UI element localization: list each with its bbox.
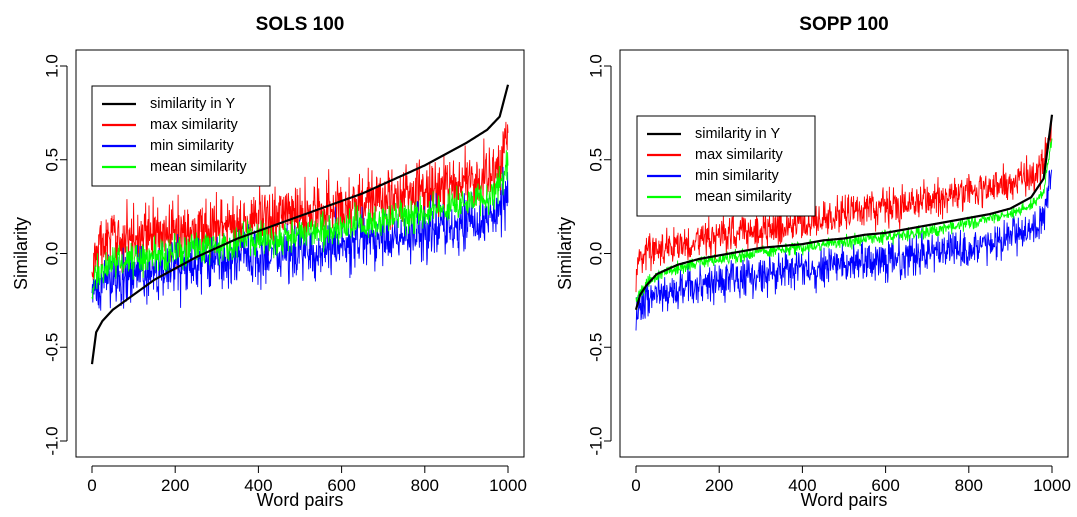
x-tick-label: 600: [327, 476, 355, 495]
x-tick-label: 800: [411, 476, 439, 495]
x-axis-title: Word pairs: [801, 490, 888, 510]
y-axis-title: Similarity: [11, 217, 31, 290]
y-tick-label: 1.0: [43, 54, 62, 78]
series-group: [634, 114, 1054, 331]
series-line-max-similarity: [91, 121, 509, 281]
y-tick-label: 0.5: [587, 148, 606, 172]
legend-label: min similarity: [150, 138, 235, 154]
y-tick-label: 0.5: [43, 148, 62, 172]
y-axis-title: Similarity: [555, 217, 575, 290]
y-tick-label: -1.0: [587, 426, 606, 455]
x-tick-label: 200: [705, 476, 733, 495]
y-tick-label: 0.0: [43, 242, 62, 266]
legend-label: max similarity: [150, 117, 239, 133]
legend-label: similarity in Y: [150, 96, 235, 112]
chart-title: SOPP 100: [799, 14, 888, 35]
chart-title: SOLS 100: [256, 14, 345, 35]
series-group: [90, 84, 510, 365]
x-tick-label: 0: [87, 476, 96, 495]
legend-label: max similarity: [695, 147, 784, 163]
x-tick-label: 400: [244, 476, 272, 495]
plot-frame: [619, 49, 1069, 458]
y-tick-label: -1.0: [43, 426, 62, 455]
x-tick-label: 400: [788, 476, 816, 495]
series-line-similarity-in-y: [634, 114, 1054, 311]
legend-label: similarity in Y: [695, 126, 780, 142]
y-tick-label: 1.0: [587, 54, 606, 78]
legend-label: mean similarity: [150, 159, 247, 175]
y-tick-label: -0.5: [43, 333, 62, 362]
y-tick-label: 0.0: [587, 242, 606, 266]
series-line-similarity-in-y: [90, 84, 510, 365]
x-axis-title: Word pairs: [257, 490, 344, 510]
chart-panel-2: SOPP 100 0 200 400 600 800 1000 Word pairs -1.0 -…: [555, 14, 1071, 510]
x-tick-label: 200: [161, 476, 189, 495]
legend: similarity in Y max similarity min similar…: [91, 85, 271, 187]
series-line-min-similarity: [635, 169, 1053, 331]
legend-label: mean similarity: [695, 189, 792, 205]
chart-panel-1: SOLS 100 0 200 400 600 800 1000 Word pairs -1.0 -…: [11, 14, 527, 510]
x-tick-label: 1000: [489, 476, 527, 495]
series-line-max-similarity: [635, 115, 1053, 293]
legend-box: [91, 85, 271, 187]
x-tick-label: 600: [871, 476, 899, 495]
y-tick-label: -0.5: [587, 333, 606, 362]
x-tick-label: 800: [955, 476, 983, 495]
legend: similarity in Y max similarity min similar…: [636, 115, 816, 217]
plot-frame: [75, 49, 525, 458]
x-tick-label: 1000: [1033, 476, 1071, 495]
series-line-mean-similarity: [91, 150, 509, 300]
legend-box: [636, 115, 816, 217]
legend-label: min similarity: [695, 168, 780, 184]
x-tick-label: 0: [631, 476, 640, 495]
